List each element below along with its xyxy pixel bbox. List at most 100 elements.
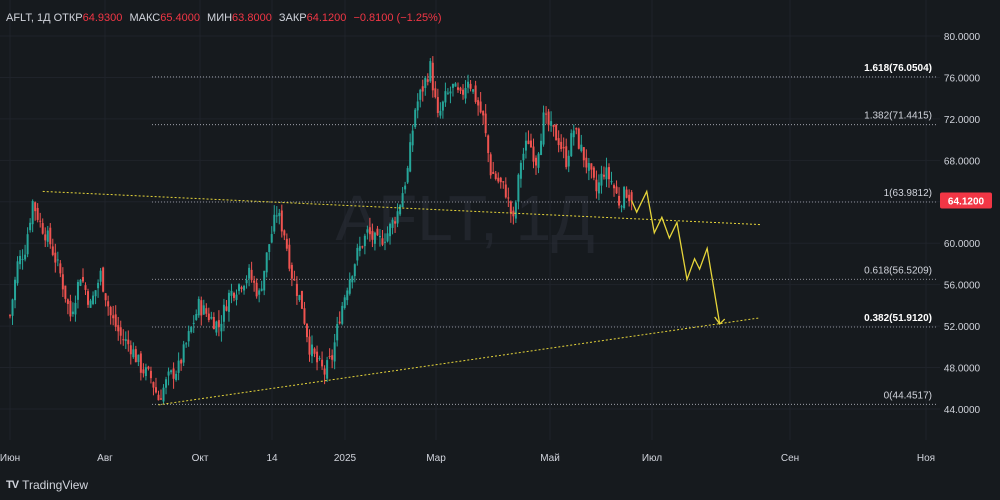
candle-body xyxy=(628,194,631,202)
candle-body xyxy=(270,234,273,243)
last-price-label: 64.1200 xyxy=(948,197,985,208)
candle-body xyxy=(560,141,563,150)
candle-body xyxy=(273,214,276,232)
candle-body xyxy=(46,230,49,242)
high-label: МАКС xyxy=(129,12,161,24)
candle-body xyxy=(620,206,623,208)
trendline[interactable] xyxy=(158,317,761,406)
candle-body xyxy=(419,89,422,100)
candle-body xyxy=(205,308,208,314)
candle-body xyxy=(313,348,316,354)
candle-body xyxy=(444,91,447,103)
candle-body xyxy=(338,321,341,324)
candle-body xyxy=(49,227,52,245)
candle-body xyxy=(293,279,296,281)
candle-body xyxy=(232,292,235,298)
candle-body xyxy=(74,302,77,315)
candle-body xyxy=(597,182,600,194)
candle-body xyxy=(34,202,37,212)
price-tick-label: 48.0000 xyxy=(944,364,981,375)
tradingview-name: TradingView xyxy=(22,478,89,492)
candle-body xyxy=(504,184,507,198)
candle-body xyxy=(187,331,190,342)
candle-body xyxy=(99,270,102,282)
candle-body xyxy=(366,229,369,233)
candle-body xyxy=(122,339,125,341)
candle-body xyxy=(152,382,155,388)
candle-body xyxy=(51,246,54,255)
symbol-label[interactable]: AFLT, 1Д xyxy=(6,12,51,24)
symbol-watermark: AFLT, 1Д xyxy=(335,182,594,254)
candle-body xyxy=(321,359,324,367)
candle-body xyxy=(81,277,84,282)
time-axis[interactable]: Июн Авг Окт 14 2025 Мар Май Июл Сен Ноя xyxy=(0,453,935,464)
candle-body xyxy=(54,252,57,263)
close-value: 64.1200 xyxy=(306,12,347,24)
candle-body xyxy=(451,83,454,88)
candle-body xyxy=(154,387,157,393)
candle-body xyxy=(540,140,543,155)
time-tick-label: Июн xyxy=(0,453,20,464)
candle-body xyxy=(580,144,583,151)
candle-body xyxy=(567,155,570,167)
fibonacci-levels[interactable]: 1.618(76.0504) 1.382(71.4415) 1(63.9812) 0.… xyxy=(152,63,938,405)
candle-body xyxy=(381,238,384,245)
candle-body xyxy=(384,241,386,243)
candle-body xyxy=(590,163,593,170)
candle-body xyxy=(316,351,319,363)
candle-body xyxy=(610,181,613,183)
candle-body xyxy=(449,91,452,94)
candle-body xyxy=(288,244,291,269)
time-tick-label: Мар xyxy=(426,453,446,464)
candle-body xyxy=(285,238,288,249)
candle-body xyxy=(592,167,595,178)
trendlines[interactable] xyxy=(42,190,761,406)
candle-body xyxy=(572,130,575,138)
candle-body xyxy=(416,101,419,111)
candlestick-series xyxy=(9,56,633,404)
tradingview-branding[interactable]: TV TradingView xyxy=(6,478,88,492)
candle-body xyxy=(26,234,29,255)
candle-body xyxy=(519,162,522,179)
candle-body xyxy=(44,234,47,241)
candle-body xyxy=(107,301,110,307)
candle-body xyxy=(464,88,467,99)
candle-body xyxy=(268,244,271,253)
candle-body xyxy=(552,124,555,127)
candle-body xyxy=(497,177,500,182)
forecast-zigzag[interactable] xyxy=(631,189,721,325)
candle-body xyxy=(550,121,553,126)
forecast-path[interactable] xyxy=(631,189,726,326)
candle-body xyxy=(507,197,510,199)
candle-body xyxy=(454,83,457,87)
time-tick-label: 2025 xyxy=(334,453,357,464)
candle-body xyxy=(494,173,497,179)
candle-body xyxy=(358,246,361,251)
candle-body xyxy=(24,254,27,260)
candle-body xyxy=(185,343,188,345)
candle-body xyxy=(192,322,195,324)
candle-body xyxy=(69,300,72,317)
candle-body xyxy=(436,97,439,113)
candle-body xyxy=(378,235,381,238)
candle-body xyxy=(253,280,256,283)
price-tick-label: 68.0000 xyxy=(944,156,981,167)
candle-body xyxy=(431,62,434,91)
candle-body xyxy=(207,313,210,321)
candle-body xyxy=(114,314,117,327)
candle-body xyxy=(21,258,24,260)
candle-body xyxy=(585,157,588,168)
close-label: ЗАКР xyxy=(278,12,307,24)
price-axis[interactable]: 44.000048.000052.000056.000060.000064.00… xyxy=(944,32,981,416)
candle-body xyxy=(66,299,69,304)
candle-body xyxy=(587,163,590,171)
candle-body xyxy=(202,305,205,315)
candle-body xyxy=(406,168,409,183)
candle-body xyxy=(426,79,429,82)
candle-body xyxy=(280,210,283,232)
candle-body xyxy=(502,181,505,183)
candle-body xyxy=(71,311,74,315)
candle-body xyxy=(479,101,482,113)
candle-body xyxy=(167,371,170,376)
